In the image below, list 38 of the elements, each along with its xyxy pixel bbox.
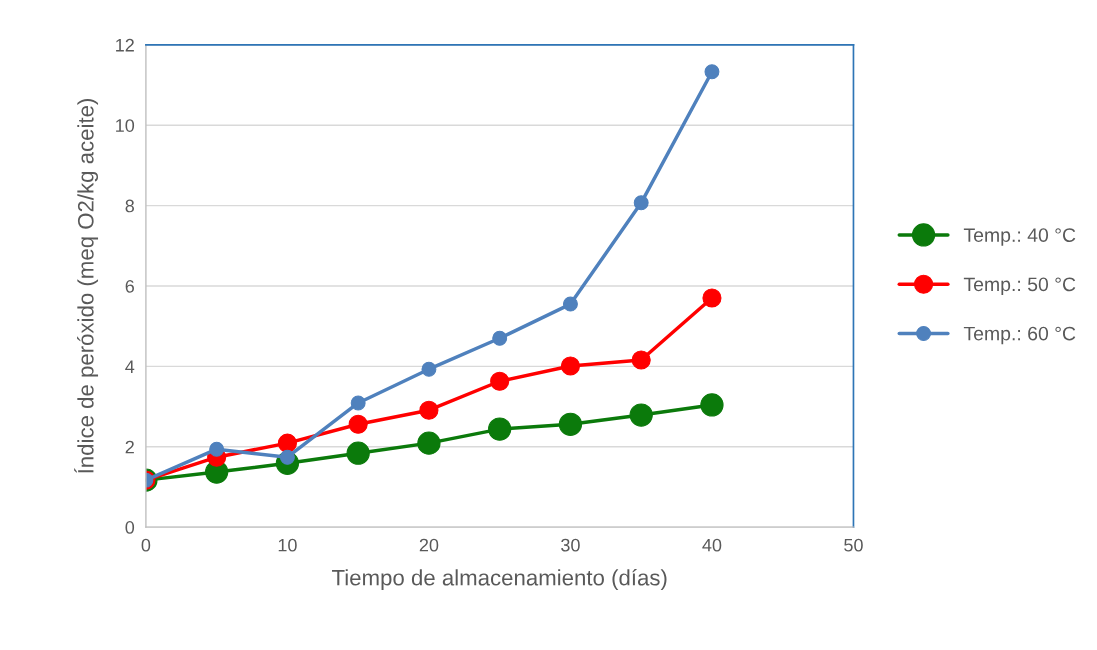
x-tick-label: 20 [419, 538, 439, 552]
x-tick-label: 0 [141, 538, 151, 552]
y-tick-label: 6 [125, 279, 134, 293]
y-tick-label: 10 [116, 119, 135, 132]
y-tick-label: 4 [125, 360, 135, 373]
y-tick-label: 8 [125, 199, 135, 213]
point [704, 64, 720, 80]
point [209, 441, 225, 457]
point [417, 431, 441, 455]
point [419, 400, 439, 420]
legend-label: Temp.: 50 °C [963, 277, 1076, 296]
point [277, 433, 297, 453]
point [631, 350, 651, 370]
point [700, 393, 724, 417]
point [350, 395, 366, 411]
x-axis-title: Tiempo de almacenamiento (días) [332, 568, 667, 590]
point [348, 414, 368, 434]
point [560, 356, 580, 376]
y-tick-label: 0 [125, 521, 135, 534]
y-tick-label: 2 [125, 440, 134, 454]
point [562, 296, 578, 312]
point [346, 441, 370, 465]
legend-label: Temp.: 40 °C [963, 228, 1076, 246]
point [492, 330, 508, 346]
legend-label: Temp.: 60 °C [963, 326, 1076, 345]
point [629, 403, 653, 427]
point [633, 195, 649, 211]
point [490, 371, 510, 391]
x-tick-label: 30 [561, 538, 580, 552]
x-tick-label: 50 [844, 538, 863, 552]
x-tick-label: 40 [702, 538, 722, 552]
point [488, 417, 512, 441]
point [702, 288, 722, 308]
y-tick-label: 12 [116, 38, 134, 52]
x-tick-label: 10 [278, 538, 297, 552]
point [558, 412, 583, 436]
y-axis-title: Índice de peróxido (meq O2/kg aceite) [74, 98, 99, 473]
point [421, 361, 437, 377]
